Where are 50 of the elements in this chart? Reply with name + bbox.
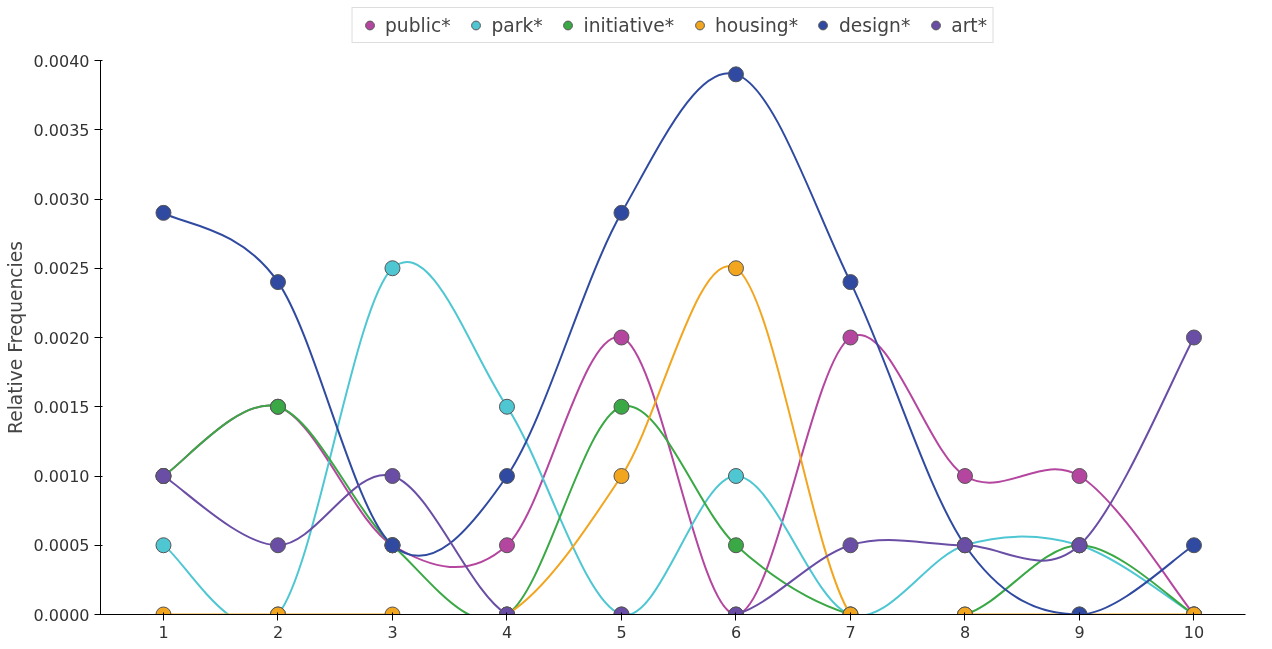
point [613,329,630,346]
y-tick-label: 0.0025 [33,259,90,279]
y-axis-title: Relative Frequencies [4,241,26,434]
legend-label: housing* [715,14,799,36]
y-tick-label: 0.0040 [33,51,90,71]
x-tick-label: 4 [501,622,513,642]
point [155,204,172,221]
point [727,66,744,83]
y-tick-label: 0.0030 [33,190,90,209]
legend-label: art* [951,14,987,36]
x-tick-label: 3 [387,622,398,642]
point [842,537,859,554]
point [727,260,744,277]
point [1185,537,1202,554]
point [384,468,401,484]
point [498,468,515,484]
y-tick-label: 0.0015 [33,397,90,417]
point [269,274,286,291]
point [498,537,515,554]
point [613,468,630,484]
legend-label: design* [839,14,911,36]
y-tick-label: 0.0035 [33,120,90,140]
point [1071,468,1088,484]
legend-label: park* [491,14,543,36]
point [613,398,630,415]
point [842,329,859,346]
point [842,274,859,291]
x-tick-label: 10 [1183,622,1205,642]
point [956,468,973,484]
point [155,537,172,554]
point [269,537,286,554]
point [613,204,630,221]
x-tick-label: 2 [272,622,284,642]
y-tick-label: 0.0000 [33,605,90,625]
point [727,537,744,554]
point [1185,329,1202,346]
x-tick-label: 5 [616,622,627,642]
legend-label: initiative* [583,14,675,36]
y-tick-label: 0.0020 [33,328,90,348]
point [498,398,515,415]
point [727,468,744,484]
x-tick-label: 8 [959,622,971,642]
y-tick-label: 0.0010 [33,467,90,486]
y-tick-label: 0.0005 [33,536,90,556]
x-tick-label: 1 [158,622,169,642]
x-tick-label: 6 [730,622,742,642]
x-tick-label: 7 [845,622,856,642]
x-tick-label: 9 [1074,622,1085,642]
legend-label: public* [385,14,451,36]
point [384,260,401,277]
